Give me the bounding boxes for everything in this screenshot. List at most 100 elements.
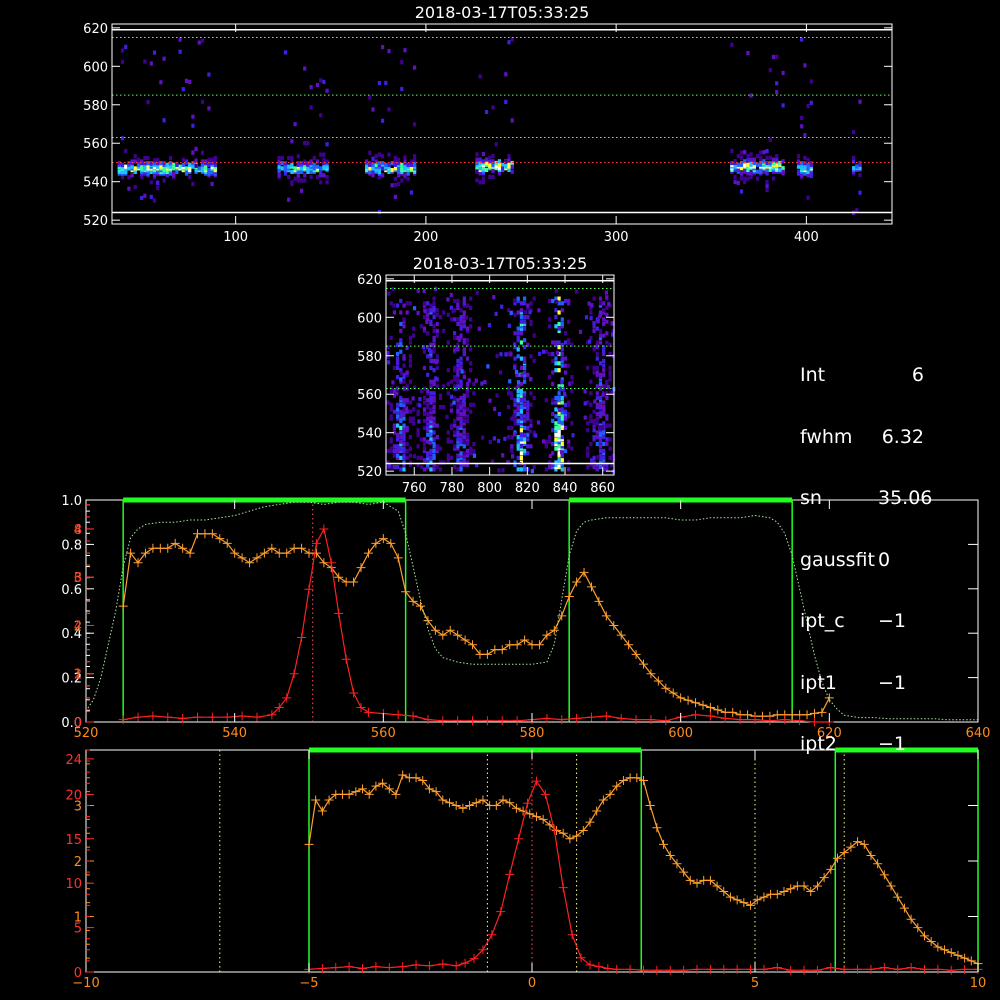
heatmap-pixel bbox=[405, 425, 409, 430]
heatmap-pixel bbox=[213, 162, 217, 167]
data-point bbox=[752, 895, 762, 905]
heatmap-pixel bbox=[800, 161, 804, 166]
heatmap-pixel bbox=[396, 358, 400, 363]
heatmap-pixel bbox=[595, 416, 599, 421]
heatmap-pixel bbox=[478, 180, 482, 185]
heatmap-pixel bbox=[408, 416, 412, 421]
data-point bbox=[282, 693, 292, 703]
heatmap-pixel bbox=[475, 152, 479, 157]
heatmap-pixel bbox=[475, 178, 479, 183]
heatmap-pixel bbox=[397, 166, 401, 171]
heatmap-pixel bbox=[405, 398, 409, 403]
heatmap-pixel bbox=[469, 368, 473, 373]
heatmap-pixel bbox=[435, 308, 439, 313]
heatmap-pixel bbox=[602, 407, 606, 412]
heatmap-pixel bbox=[422, 409, 427, 414]
data-point bbox=[598, 795, 608, 805]
heatmap-pixel bbox=[381, 161, 385, 166]
heatmap-pixel bbox=[510, 169, 514, 174]
heatmap-pixel bbox=[456, 405, 460, 410]
heatmap-pixel bbox=[309, 85, 313, 90]
heatmap-pixel bbox=[611, 391, 615, 396]
heatmap-pixel bbox=[124, 148, 128, 154]
heatmap-pixel bbox=[519, 439, 523, 444]
heatmap-pixel bbox=[149, 180, 153, 185]
heatmap-pixel bbox=[607, 301, 611, 307]
heatmap-pixel bbox=[560, 347, 564, 352]
heatmap-pixel bbox=[563, 414, 568, 419]
heatmap-pixel bbox=[453, 331, 457, 336]
wavelength-profile-plot: 520 540 560 580 600 620 6400.00.20.40.60.81.01… bbox=[61, 494, 990, 741]
heatmap-pixel bbox=[598, 314, 602, 319]
heatmap-pixel bbox=[504, 162, 508, 167]
heatmap-pixel bbox=[399, 377, 403, 382]
heatmap-pixel bbox=[392, 423, 396, 428]
heatmap-pixel bbox=[432, 345, 436, 350]
heatmap-pixel bbox=[532, 333, 536, 338]
heatmap-pixel bbox=[781, 159, 785, 164]
data-point bbox=[786, 965, 796, 975]
heatmap-pixel bbox=[287, 197, 291, 202]
data-point bbox=[812, 881, 822, 891]
heatmap-pixel bbox=[386, 345, 390, 350]
data-point bbox=[659, 839, 669, 849]
heatmap-pixel bbox=[554, 421, 558, 426]
heatmap-pixel bbox=[462, 315, 466, 320]
heatmap-pixel bbox=[168, 164, 173, 169]
heatmap-pixel bbox=[402, 460, 406, 465]
heatmap-pixel bbox=[765, 180, 769, 185]
data-point bbox=[523, 798, 533, 808]
heatmap-pixel bbox=[371, 162, 375, 167]
heatmap-pixel bbox=[563, 356, 568, 361]
heatmap-pixel bbox=[456, 303, 460, 308]
heatmap-pixel bbox=[752, 157, 756, 162]
heatmap-pixel bbox=[136, 162, 141, 167]
heatmap-pixel bbox=[459, 437, 463, 442]
data-point bbox=[453, 716, 463, 726]
heatmap-pixel bbox=[494, 160, 498, 166]
heatmap-pixel bbox=[526, 414, 530, 419]
heatmap-pixel bbox=[733, 179, 737, 185]
heatmap-pixel bbox=[438, 315, 443, 320]
heatmap-pixel bbox=[513, 356, 517, 361]
heatmap-pixel bbox=[429, 421, 433, 426]
heatmap-pixel bbox=[402, 453, 406, 458]
heatmap-pixel bbox=[393, 182, 397, 188]
heatmap-pixel bbox=[168, 161, 173, 166]
heatmap-pixel bbox=[422, 386, 427, 391]
heatmap-pixel bbox=[560, 384, 564, 389]
heatmap-pixel bbox=[396, 465, 400, 470]
heatmap-pixel bbox=[204, 159, 208, 164]
data-point bbox=[431, 787, 441, 797]
heatmap-pixel bbox=[513, 301, 517, 306]
heatmap-pixel bbox=[571, 433, 575, 438]
x-tick-label: 820 bbox=[515, 481, 540, 496]
heatmap-pixel bbox=[589, 418, 593, 423]
heatmap-pixel bbox=[759, 160, 763, 166]
heatmap-pixel bbox=[560, 416, 564, 421]
heatmap-pixel bbox=[446, 381, 450, 387]
heatmap-pixel bbox=[462, 428, 466, 433]
heatmap-pixel bbox=[472, 453, 477, 458]
heatmap-pixel bbox=[488, 174, 492, 179]
data-point bbox=[317, 806, 327, 816]
heatmap-pixel bbox=[462, 301, 466, 306]
heatmap-pixel bbox=[459, 319, 463, 324]
heatmap-pixel bbox=[551, 462, 555, 467]
data-point bbox=[685, 875, 695, 885]
heatmap-pixel bbox=[290, 180, 294, 185]
heatmap-pixel bbox=[402, 386, 406, 391]
info-key: gaussfit bbox=[800, 548, 875, 571]
heatmap-pixel bbox=[432, 381, 436, 387]
heatmap-pixel bbox=[397, 161, 401, 166]
heatmap-pixel bbox=[402, 407, 406, 412]
heatmap-pixel bbox=[592, 347, 596, 352]
heatmap-pixel bbox=[402, 423, 406, 428]
heatmap-pixel bbox=[432, 444, 436, 449]
heatmap-pixel bbox=[416, 430, 420, 435]
heatmap-pixel bbox=[435, 423, 439, 428]
data-point bbox=[140, 548, 150, 558]
y-tick-label: 580 bbox=[83, 99, 108, 114]
heatmap-pixel bbox=[207, 161, 211, 166]
heatmap-pixel bbox=[371, 166, 375, 171]
